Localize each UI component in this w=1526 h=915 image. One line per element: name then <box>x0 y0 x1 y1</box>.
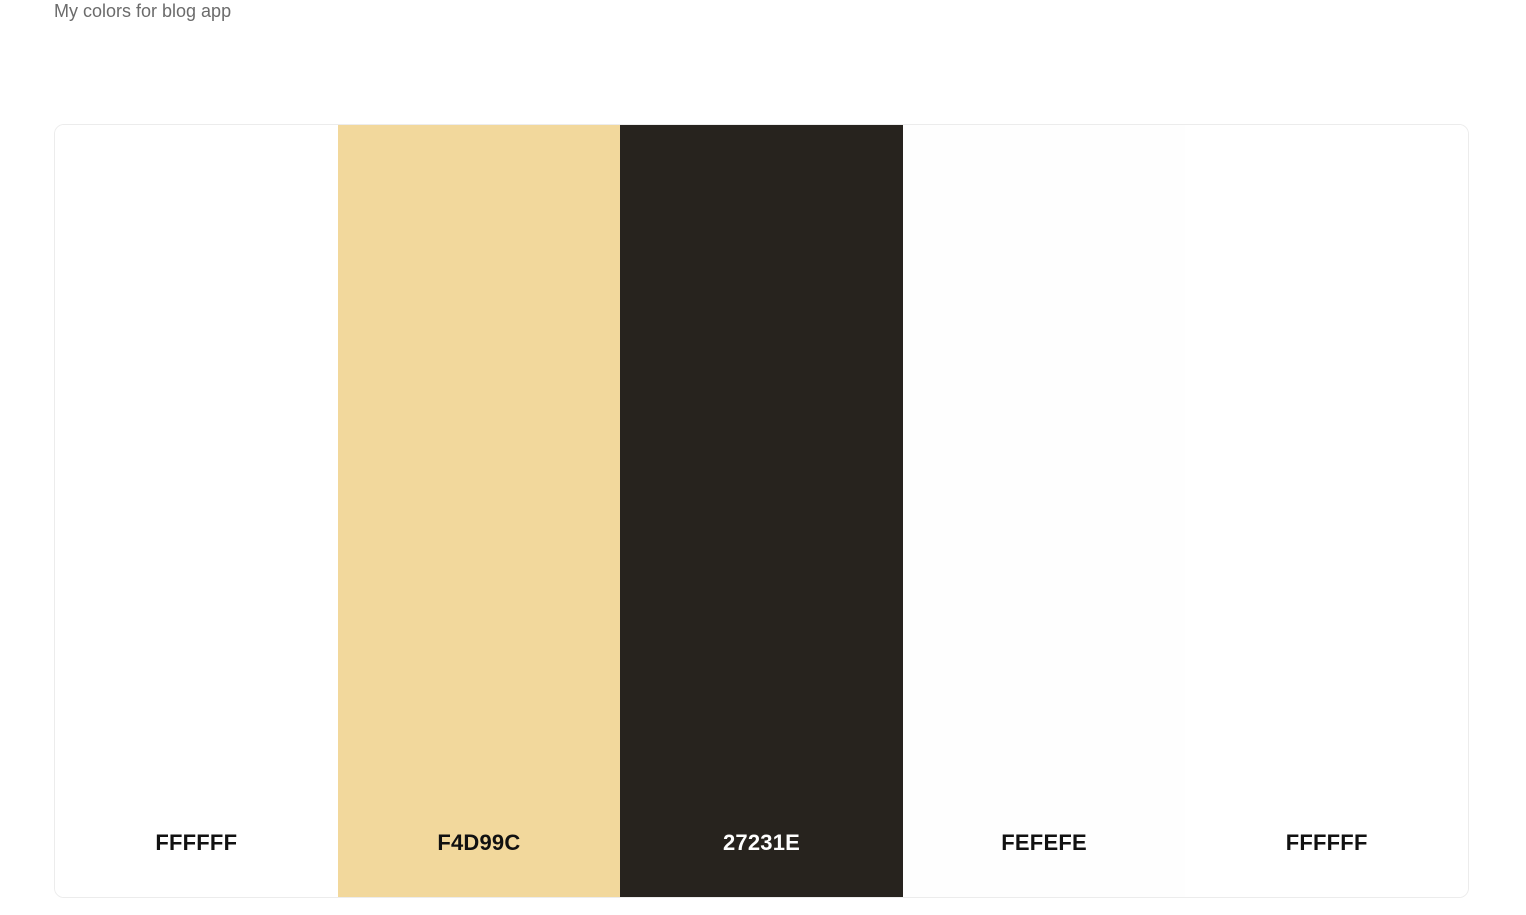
color-swatch-5[interactable]: FFFFFF <box>1185 125 1468 897</box>
swatch-hex-label[interactable]: F4D99C <box>437 830 521 855</box>
swatch-hex-label[interactable]: FFFFFF <box>1285 830 1368 855</box>
color-palette: FFFFFF F4D99C 27231E FEFEFE FFFFFF <box>54 124 1469 898</box>
palette-subtitle: My colors for blog app <box>54 1 232 21</box>
swatch-hex-label[interactable]: FFFFFF <box>155 830 238 855</box>
color-swatch-4[interactable]: FEFEFE <box>902 125 1186 897</box>
color-swatch-3[interactable]: 27231E <box>620 125 903 897</box>
swatch-hex-label[interactable]: 27231E <box>722 830 801 855</box>
swatch-hex-label[interactable]: FEFEFE <box>1001 830 1087 855</box>
color-swatch-2[interactable]: F4D99C <box>337 125 621 897</box>
color-swatch-1[interactable]: FFFFFF <box>55 125 338 897</box>
